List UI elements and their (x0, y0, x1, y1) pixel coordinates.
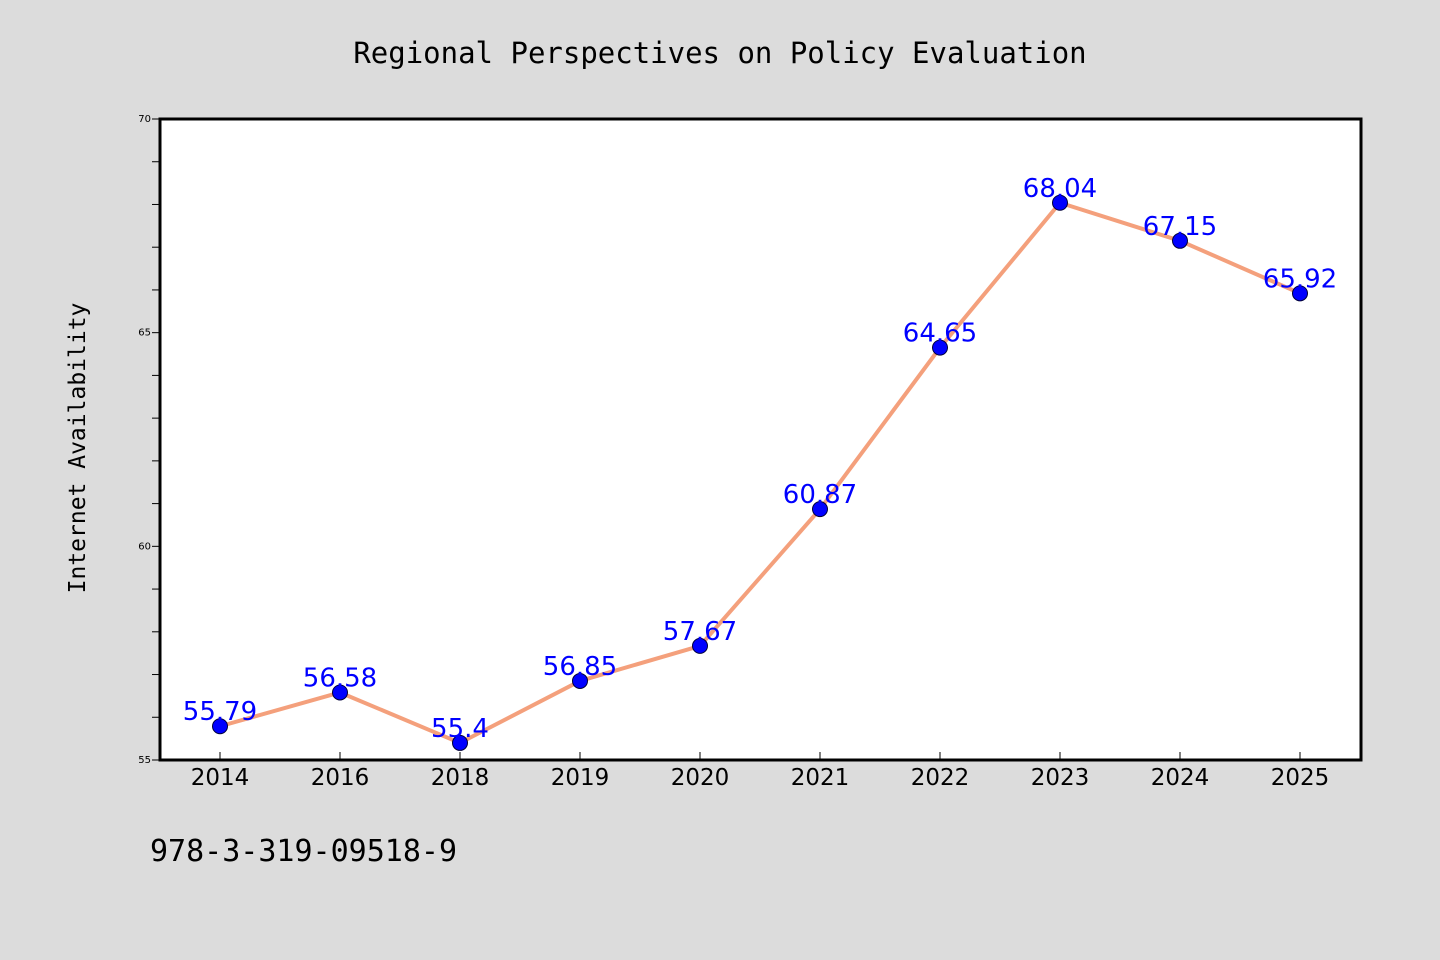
isbn-note: 978-3-319-09518-9 (150, 834, 458, 869)
x-tick-label: 2022 (911, 765, 970, 791)
data-label: 56.58 (303, 663, 377, 693)
data-point (1292, 285, 1308, 302)
x-tick-label: 2016 (311, 765, 370, 791)
data-point (1172, 232, 1188, 249)
x-tick-label: 2019 (551, 765, 610, 791)
x-tick-label: 2021 (791, 765, 850, 791)
data-point (692, 637, 708, 654)
data-label: 57.67 (663, 617, 737, 647)
y-tick-label: 70 (138, 114, 151, 125)
series-line (218, 200, 1302, 745)
data-label: 55.79 (183, 697, 257, 727)
data-point (812, 501, 828, 518)
series-line-group (218, 200, 1302, 745)
x-tick-label: 2018 (431, 765, 490, 791)
data-label: 67.15 (1143, 212, 1217, 242)
data-label: 55.4 (431, 714, 489, 744)
data-point (212, 718, 228, 735)
x-tick-label: 2024 (1151, 765, 1210, 791)
data-point (572, 672, 588, 689)
data-point (452, 734, 468, 751)
y-axis: 55 60 65 70 (138, 114, 160, 766)
y-tick-label: 65 (138, 328, 151, 339)
x-tick-label: 2020 (671, 765, 730, 791)
data-labels: 55.79 56.58 55.4 56.85 57.67 60.87 64.65 68.04 6… (183, 174, 1337, 744)
data-label: 68.04 (1023, 174, 1097, 204)
x-axis: 2014 2016 2018 2019 2020 2021 2022 2023 2024 2025 (191, 752, 1330, 791)
plot-area (158, 117, 1363, 762)
x-tick-label: 2023 (1031, 765, 1090, 791)
x-tick-label: 2025 (1271, 765, 1330, 791)
x-tick-label: 2014 (191, 765, 250, 791)
y-tick-label: 55 (138, 755, 151, 766)
data-point (932, 339, 948, 356)
data-label: 64.65 (903, 319, 977, 349)
data-label: 60.87 (783, 480, 857, 510)
data-label: 56.85 (543, 652, 617, 682)
data-point (1052, 194, 1068, 211)
y-tick-label: 60 (138, 541, 151, 552)
data-label: 65.92 (1263, 264, 1337, 294)
data-point (332, 684, 348, 701)
y-axis-label: Internet Availability (65, 303, 91, 594)
data-points (212, 194, 1308, 751)
chart-title: Regional Perspectives on Policy Evaluati… (353, 36, 1086, 70)
